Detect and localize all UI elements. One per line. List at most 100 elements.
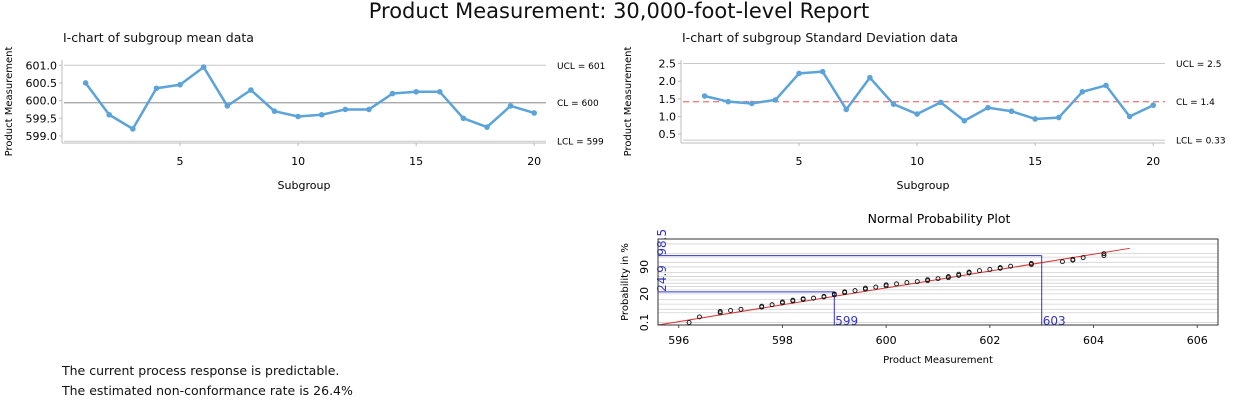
data-point — [130, 126, 136, 132]
data-point — [153, 85, 160, 92]
data-point — [738, 306, 744, 312]
data-point — [1080, 255, 1086, 261]
data-point — [697, 314, 702, 320]
predictability-statement: The current process response is predicta… — [62, 363, 340, 378]
data-point — [224, 103, 231, 109]
data-point — [790, 297, 796, 303]
data-point — [966, 269, 972, 275]
data-point — [811, 295, 817, 301]
x-tick-label: 15 — [1028, 155, 1042, 168]
y-tick-label: 2.5 — [659, 58, 677, 71]
data-point — [82, 80, 89, 86]
y-tick-label: 600.0 — [26, 95, 58, 108]
data-point — [987, 267, 993, 272]
x-tick-label: 600 — [876, 334, 897, 347]
data-point — [686, 320, 692, 325]
fit-line — [658, 247, 1130, 325]
data-point — [769, 302, 775, 308]
y-tick-label: 599.0 — [26, 130, 58, 143]
plot-frame — [657, 238, 1219, 326]
x-tick-label: 602 — [979, 334, 1000, 347]
x-axis-label: Subgroup — [278, 179, 331, 192]
data-point — [413, 88, 419, 95]
data-point — [862, 285, 868, 291]
data-point — [1079, 88, 1086, 95]
data-point — [1103, 82, 1109, 89]
data-point — [914, 111, 920, 117]
x-axis-label: Product Measurement — [883, 355, 993, 366]
data-point — [389, 90, 396, 97]
prob-plot-title: Normal Probability Plot — [868, 211, 1011, 226]
data-point — [701, 93, 708, 99]
data-point — [831, 291, 837, 297]
cl-label: CL = 600 — [557, 99, 599, 109]
x-tick-label: 10 — [910, 155, 924, 168]
mean-chart-title: I-chart of subgroup mean data — [63, 30, 254, 45]
data-point — [1070, 256, 1076, 262]
data-point — [484, 124, 490, 130]
series-line — [704, 70, 1154, 122]
data-point — [342, 106, 349, 113]
data-point — [937, 99, 944, 106]
data-point — [759, 303, 765, 309]
ref-p-label: 98.5 — [655, 229, 669, 256]
x-tick-label: 604 — [1083, 334, 1104, 347]
lcl-label: LCL = 599 — [557, 138, 604, 148]
data-point — [914, 279, 920, 285]
y-tick-label: 90 — [638, 260, 651, 274]
data-point — [749, 100, 755, 107]
y-axis-label: Product Measurement — [4, 47, 15, 157]
data-point — [772, 97, 779, 103]
data-point — [925, 277, 931, 283]
data-point — [1126, 113, 1133, 120]
data-point — [460, 115, 467, 122]
data-point — [507, 103, 514, 109]
data-point — [1055, 114, 1062, 121]
data-point — [1101, 251, 1107, 257]
data-point — [935, 276, 941, 282]
data-point — [843, 106, 850, 113]
data-point — [1032, 116, 1038, 122]
data-point — [904, 280, 910, 286]
data-point — [1150, 102, 1156, 109]
data-point — [366, 106, 372, 113]
data-point — [717, 309, 723, 314]
nonconformance-statement: The estimated non-conformance rate is 26… — [62, 383, 353, 398]
data-point — [894, 281, 899, 287]
y-tick-label: 600.5 — [26, 77, 58, 90]
y-tick-label: 1.0 — [659, 111, 677, 124]
data-point — [1101, 253, 1107, 259]
data-point — [295, 113, 301, 120]
x-tick-label: 596 — [668, 334, 689, 347]
data-point — [945, 274, 951, 279]
data-point — [821, 293, 827, 299]
ref-x-label: 599 — [835, 314, 858, 328]
x-tick-label: 606 — [1187, 334, 1208, 347]
data-point — [271, 108, 278, 115]
data-point — [997, 265, 1003, 271]
x-tick-label: 5 — [796, 155, 803, 168]
series-line — [84, 65, 535, 131]
data-point — [177, 81, 183, 88]
data-point — [318, 111, 325, 118]
x-tick-label: 598 — [772, 334, 793, 347]
data-point — [200, 64, 207, 70]
y-tick-label: 20 — [638, 287, 651, 301]
data-point — [779, 299, 785, 305]
data-point — [890, 101, 897, 107]
data-point — [436, 88, 443, 95]
data-point — [883, 282, 889, 288]
y-tick-label: 1.5 — [659, 93, 677, 106]
y-axis-label: Probability in % — [620, 243, 631, 321]
y-axis-label: Product Measurement — [623, 47, 634, 157]
ref-p-label: 24.9 — [655, 265, 669, 292]
data-point — [725, 98, 732, 105]
ucl-label: UCL = 601 — [557, 62, 605, 72]
sd-chart-title: I-chart of subgroup Standard Deviation d… — [682, 30, 959, 45]
y-tick-label: 0.5 — [659, 128, 677, 141]
data-point — [796, 70, 802, 77]
x-tick-label: 5 — [177, 155, 184, 168]
data-point — [1028, 261, 1034, 266]
